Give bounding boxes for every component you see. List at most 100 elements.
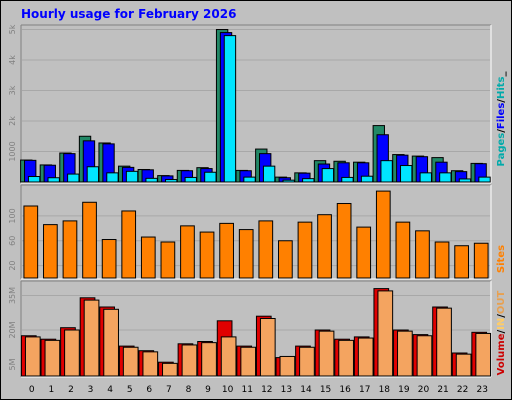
pages-bar	[458, 178, 472, 183]
sites-bar	[297, 221, 313, 279]
out-bar	[318, 330, 335, 377]
sites-bar	[82, 201, 97, 279]
pages-bar	[341, 176, 354, 183]
out-bar	[455, 353, 472, 377]
x-tick-label: 1	[49, 385, 55, 395]
out-bar	[279, 355, 296, 377]
out-bar	[475, 332, 492, 377]
panel-0-y-tick-label: 1000	[8, 141, 17, 161]
out-bar	[142, 351, 159, 377]
pages-bar	[400, 165, 413, 183]
panel-0-y-tick-label: 4k	[8, 55, 17, 65]
pages-bar	[243, 176, 256, 183]
sites-bar	[454, 245, 469, 279]
x-tick-label: 21	[437, 385, 448, 395]
x-tick-label: 0	[29, 385, 35, 395]
sites-bar	[278, 240, 293, 279]
sites-bar	[101, 239, 117, 279]
x-tick-label: 23	[476, 385, 487, 395]
legend-volume-in-out: Volume/IN/OUT	[496, 290, 507, 375]
legend-sites: Sites	[496, 245, 507, 273]
x-tick-label: 7	[166, 385, 172, 395]
pages-bar	[380, 160, 393, 183]
out-bar	[44, 339, 61, 377]
out-bar	[436, 307, 452, 377]
pages-bar	[106, 172, 119, 183]
sites-bar	[199, 231, 215, 279]
sites-bar	[238, 229, 254, 279]
out-bar	[338, 339, 354, 377]
legend-volume-in-out-part: /	[496, 314, 507, 318]
sites-bar	[375, 190, 391, 279]
out-bar	[64, 329, 80, 377]
panel-2-y-tick-label: 5M	[8, 358, 17, 370]
out-bar	[162, 362, 178, 377]
legend-pages-files-hits-part: /	[496, 129, 507, 133]
x-tick-label: 14	[300, 385, 312, 395]
legend-pages-files-hits-part: Pages	[496, 133, 507, 167]
pages-bar	[282, 179, 295, 183]
x-tick-label: 6	[146, 385, 152, 395]
pages-bar	[223, 35, 237, 183]
out-bar	[416, 335, 433, 377]
pages-bar	[125, 170, 139, 183]
sites-bar	[23, 205, 39, 279]
out-bar	[103, 308, 119, 377]
pages-bar	[478, 176, 491, 183]
sites-bar	[473, 242, 489, 279]
panel-1-y-tick-label: 60	[8, 236, 17, 246]
pages-bar	[184, 176, 197, 183]
pages-bar	[419, 172, 432, 183]
pages-bar	[145, 177, 158, 183]
pages-bar	[302, 178, 315, 183]
x-tick-label: 9	[205, 385, 211, 395]
pages-bar	[86, 166, 100, 183]
legend-sites-part: Sites	[496, 245, 507, 273]
x-tick-label: 18	[379, 385, 391, 395]
legend-pages-files-hits-part: _	[496, 72, 507, 77]
x-tick-label: 13	[281, 385, 292, 395]
pages-bar	[439, 172, 452, 183]
sites-bar	[121, 210, 137, 279]
sites-bar	[317, 214, 332, 279]
panel-0-y-tick-label: 2k	[8, 116, 17, 126]
chart-title: Hourly usage for February 2026	[21, 7, 236, 21]
x-tick-label: 5	[127, 385, 133, 395]
x-tick-label: 10	[222, 385, 234, 395]
legend-pages-files-hits-part: /	[496, 99, 507, 103]
out-bar	[122, 346, 139, 377]
panel-1-background	[21, 185, 491, 279]
out-bar	[181, 344, 198, 377]
x-tick-label: 22	[457, 385, 468, 395]
panel-2-y-tick-label: 20M	[8, 321, 17, 338]
out-bar	[397, 330, 413, 377]
legend-volume-in-out-part: Volume	[496, 333, 507, 375]
x-tick-label: 19	[398, 385, 410, 395]
pages-bar	[27, 176, 41, 183]
x-tick-label: 16	[339, 385, 351, 395]
x-tick-label: 2	[68, 385, 74, 395]
panel-0-y-tick-label: 3k	[8, 85, 17, 95]
x-tick-label: 4	[107, 385, 113, 395]
x-tick-label: 3	[88, 385, 94, 395]
pages-bar	[360, 175, 374, 183]
panel-2-y-tick-label: 35M	[8, 287, 17, 304]
out-bar	[24, 336, 41, 377]
out-bar	[377, 290, 394, 377]
pages-bar	[204, 171, 217, 183]
out-bar	[357, 337, 374, 377]
out-bar	[220, 336, 237, 377]
sites-bar	[415, 230, 430, 279]
out-bar	[240, 346, 257, 377]
out-bar	[259, 318, 276, 377]
sites-bar	[160, 241, 176, 279]
x-tick-label: 8	[186, 385, 192, 395]
out-bar	[201, 342, 217, 377]
panel-1-y-tick-label: 100	[8, 208, 17, 223]
legend-pages-files-hits-part: Files	[496, 103, 507, 129]
sites-bar	[180, 225, 195, 279]
pages-bar	[165, 179, 178, 183]
legend-volume-in-out-part: IN	[496, 318, 507, 330]
